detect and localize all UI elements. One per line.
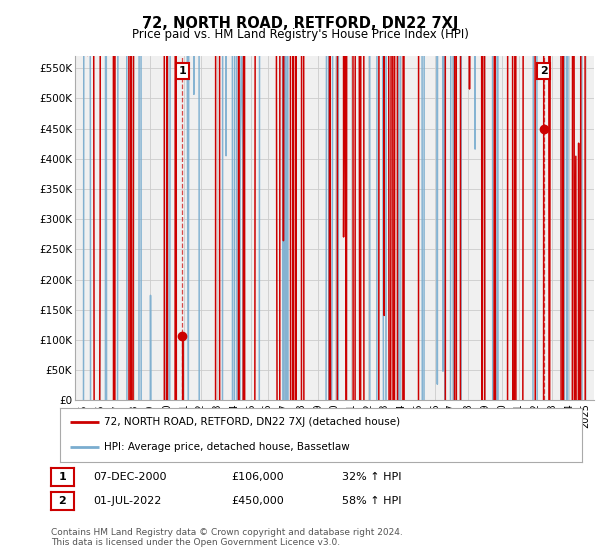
Text: £106,000: £106,000 [231,472,284,482]
Text: 32% ↑ HPI: 32% ↑ HPI [342,472,401,482]
Text: £450,000: £450,000 [231,496,284,506]
Text: 07-DEC-2000: 07-DEC-2000 [93,472,167,482]
Text: Price paid vs. HM Land Registry's House Price Index (HPI): Price paid vs. HM Land Registry's House … [131,28,469,41]
Text: 2: 2 [540,66,548,76]
Text: 72, NORTH ROAD, RETFORD, DN22 7XJ (detached house): 72, NORTH ROAD, RETFORD, DN22 7XJ (detac… [104,417,400,427]
Text: 72, NORTH ROAD, RETFORD, DN22 7XJ: 72, NORTH ROAD, RETFORD, DN22 7XJ [142,16,458,31]
Text: 1: 1 [179,66,187,76]
Text: HPI: Average price, detached house, Bassetlaw: HPI: Average price, detached house, Bass… [104,442,350,452]
Text: Contains HM Land Registry data © Crown copyright and database right 2024.
This d: Contains HM Land Registry data © Crown c… [51,528,403,547]
Text: 1: 1 [59,472,66,482]
Text: 2: 2 [59,496,66,506]
Text: 01-JUL-2022: 01-JUL-2022 [93,496,161,506]
Text: 58% ↑ HPI: 58% ↑ HPI [342,496,401,506]
